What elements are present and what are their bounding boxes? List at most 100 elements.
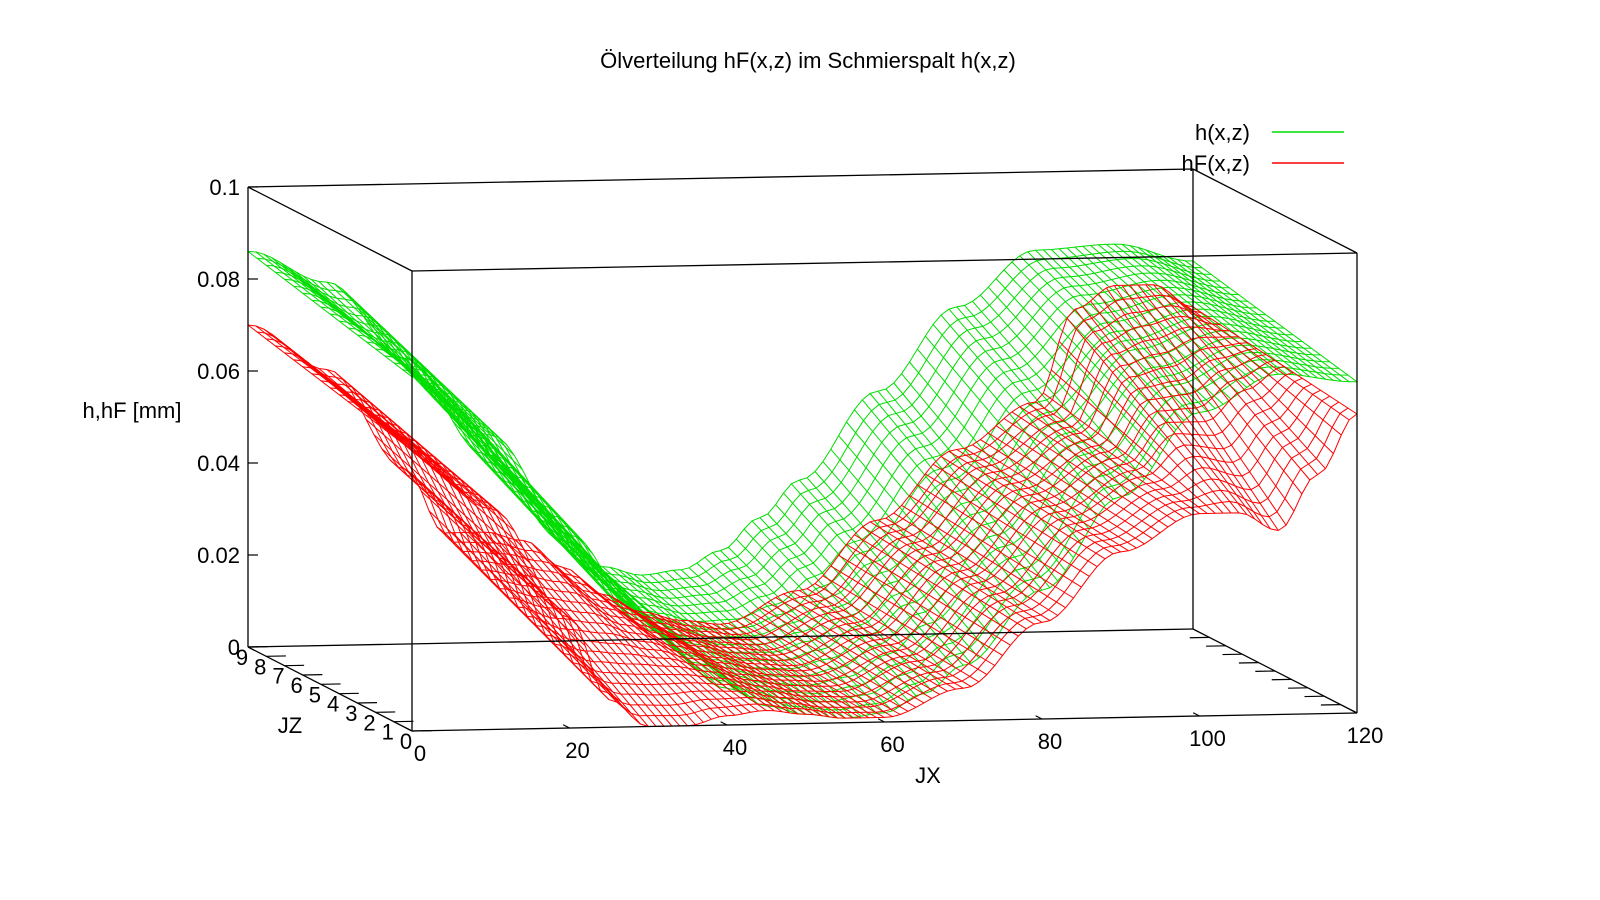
mesh-line-x xyxy=(743,528,909,701)
z-tick-label: 3 xyxy=(345,701,357,726)
mesh-line-x xyxy=(436,391,602,568)
z-tick-label: 8 xyxy=(254,654,266,679)
z-tick-label: 5 xyxy=(309,682,321,707)
mesh-line-x xyxy=(877,519,1043,623)
box-edge-back-bottom xyxy=(247,628,1194,648)
x-tick xyxy=(1350,709,1358,714)
mesh-line-x xyxy=(917,484,1082,588)
mesh-line-x xyxy=(1137,284,1303,495)
mesh-line-x xyxy=(357,403,523,547)
x-tick xyxy=(405,727,413,732)
surface-meshes xyxy=(247,243,1358,728)
z-tick-label: 9 xyxy=(236,645,248,670)
mesh-line-x xyxy=(696,562,862,717)
mesh-line-x xyxy=(830,565,996,666)
mesh-line-z xyxy=(402,366,1348,711)
mesh-line-x xyxy=(759,517,925,694)
mesh-line-x xyxy=(948,308,1114,500)
mesh-line-z xyxy=(384,395,1330,703)
box-edge-top-right xyxy=(1192,168,1358,254)
x-tick-label: 120 xyxy=(1347,723,1384,748)
x-tick xyxy=(562,724,570,729)
mesh-line-x xyxy=(1145,284,1311,481)
mesh-line-x xyxy=(1192,260,1358,383)
mesh-line-x xyxy=(862,526,1027,630)
x-tick-label: 20 xyxy=(565,738,589,763)
mesh-line-x xyxy=(1129,284,1295,512)
x-tick xyxy=(1035,715,1043,720)
box-edge-bottom-left xyxy=(247,646,413,732)
x-tick-label: 40 xyxy=(723,735,747,760)
x-tick-label: 0 xyxy=(414,741,426,766)
mesh-line-x xyxy=(1003,418,1169,528)
mesh-line-x xyxy=(877,390,1043,591)
mesh-line-x xyxy=(822,575,988,676)
mesh-line-x xyxy=(279,339,444,471)
mesh-line-x xyxy=(1121,285,1287,526)
mesh-line-x xyxy=(657,614,822,717)
mesh-line-x xyxy=(988,432,1153,540)
mesh-line-x xyxy=(1169,292,1334,454)
mesh-line-z xyxy=(411,373,1358,719)
mesh-line-x xyxy=(1153,284,1318,475)
mesh-line-x xyxy=(413,474,578,626)
mesh-line-z xyxy=(329,308,1276,646)
mesh-line-x xyxy=(318,281,484,435)
mesh-line-x xyxy=(940,314,1106,507)
mesh-line-x xyxy=(625,571,791,712)
mesh-line-x xyxy=(1129,245,1295,376)
box-edge-back-top xyxy=(247,168,1194,188)
mesh-line-x xyxy=(1177,259,1342,382)
mesh-line-x xyxy=(649,612,814,716)
mesh-line-x xyxy=(397,466,562,616)
mesh-line-x xyxy=(791,483,956,669)
mesh-line-x xyxy=(1184,260,1350,383)
mesh-line-x xyxy=(342,378,507,520)
mesh-line-x xyxy=(428,510,594,672)
mesh-line-x xyxy=(751,612,917,708)
y-tick-label: 0.1 xyxy=(209,175,240,200)
mesh-line-x xyxy=(1176,299,1342,436)
mesh-line-x xyxy=(1113,285,1279,531)
mesh-line-x xyxy=(428,377,594,555)
mesh-line-x xyxy=(838,435,1003,629)
mesh-line-x xyxy=(980,439,1145,545)
mesh-line-x xyxy=(704,622,870,719)
mesh-line-x xyxy=(641,574,807,715)
mesh-line-x xyxy=(373,434,539,581)
y-tick-label: 0.02 xyxy=(197,543,240,568)
surface-hf xyxy=(247,284,1358,728)
mesh-line-x xyxy=(964,447,1129,552)
x-tick-label: 60 xyxy=(880,732,904,757)
mesh-line-x xyxy=(1027,402,1192,516)
mesh-line-x xyxy=(885,517,1051,622)
mesh-line-x xyxy=(539,549,704,723)
mesh-line-x xyxy=(1153,252,1318,379)
mesh-line-x xyxy=(680,619,846,719)
mesh-line-x xyxy=(909,495,1074,599)
mesh-line-x xyxy=(854,534,1019,637)
z-tick-label: 7 xyxy=(272,664,284,689)
mesh-line-x xyxy=(1066,317,1232,514)
box-edge-front-top xyxy=(411,252,1358,272)
mesh-line-x xyxy=(932,324,1098,517)
legend-label-h: h(x,z) xyxy=(1195,120,1250,145)
x-tick xyxy=(877,718,885,723)
mesh-line-x xyxy=(956,306,1122,498)
mesh-line-x xyxy=(704,556,870,716)
mesh-line-x xyxy=(444,532,610,700)
mesh-line-x xyxy=(491,455,657,632)
mesh-line-x xyxy=(389,351,555,526)
mesh-line-x xyxy=(247,324,413,451)
y-tick-label: 0.08 xyxy=(197,267,240,292)
x-tick xyxy=(1192,712,1200,717)
legend-label-hf: hF(x,z) xyxy=(1182,151,1250,176)
mesh-line-x xyxy=(1058,340,1224,514)
mesh-line-x xyxy=(932,463,1098,568)
mesh-line-x xyxy=(759,606,925,704)
mesh-line-x xyxy=(775,597,940,695)
mesh-line-x xyxy=(1098,244,1263,379)
mesh-line-x xyxy=(1192,306,1358,415)
mesh-line-x xyxy=(712,623,877,718)
x-tick-label: 100 xyxy=(1189,726,1226,751)
